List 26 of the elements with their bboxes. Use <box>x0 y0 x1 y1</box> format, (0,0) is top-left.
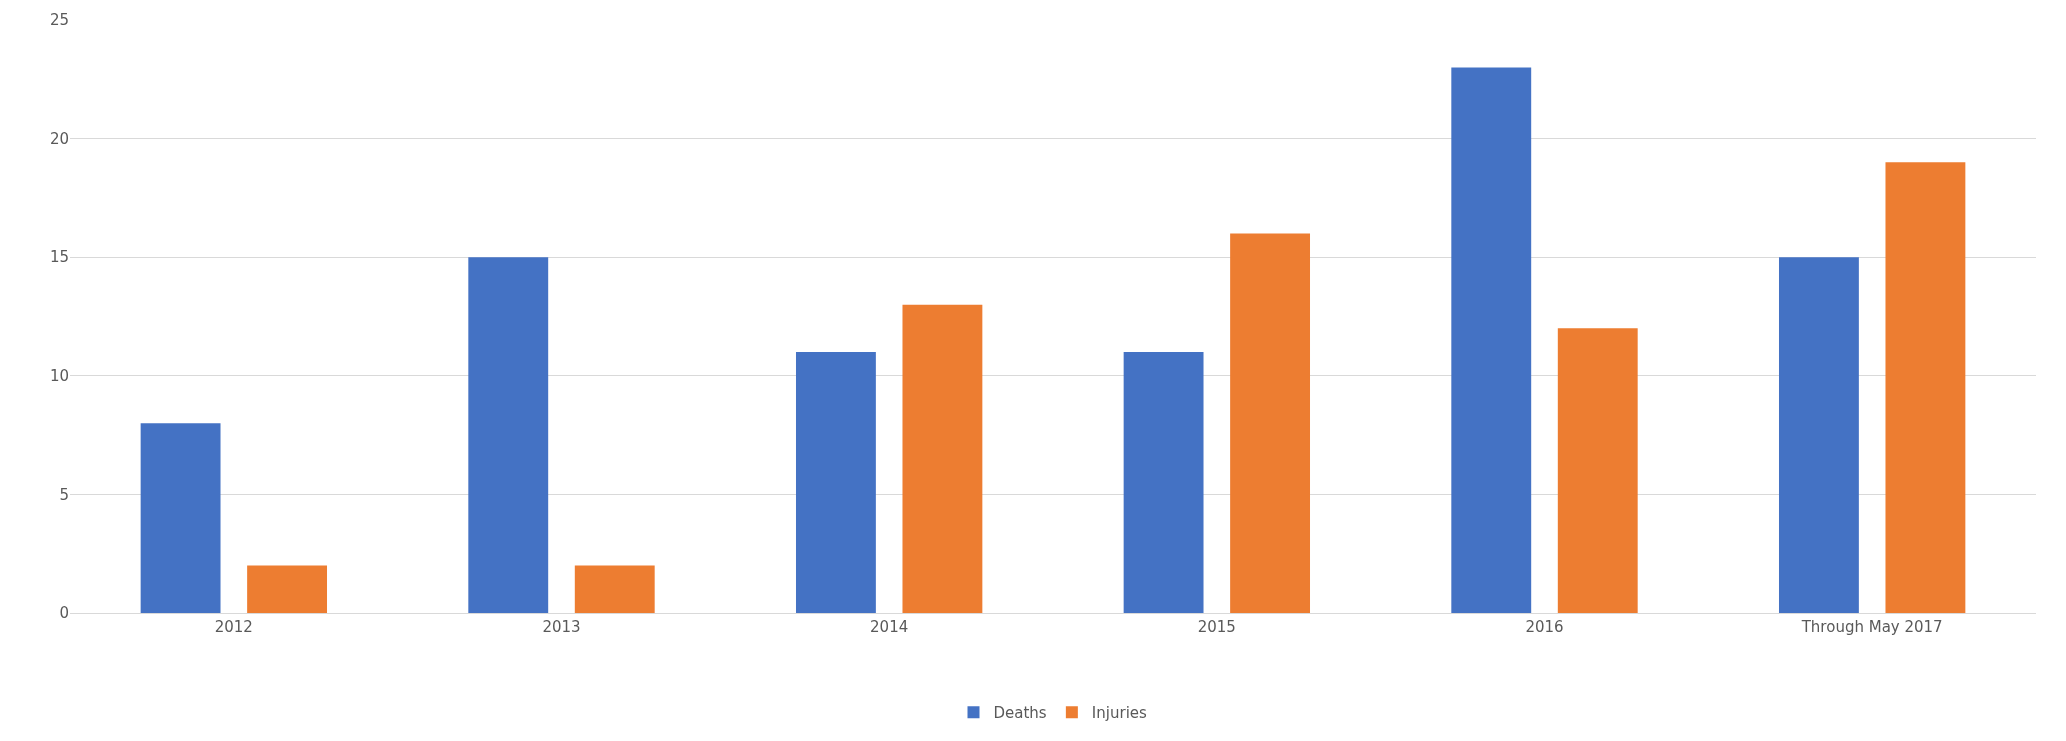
bar <box>1778 257 1859 613</box>
bar <box>795 352 876 613</box>
y-tick-label: 25 <box>49 11 69 30</box>
legend-label: Injuries <box>1091 704 1148 723</box>
y-tick-label: 5 <box>59 485 69 504</box>
bar <box>1885 162 1966 613</box>
bar <box>1557 328 1638 613</box>
y-tick-label: 20 <box>49 129 69 148</box>
x-tick-label: 2016 <box>1525 618 1564 636</box>
x-tick-label: 2013 <box>542 618 581 636</box>
bar <box>468 257 549 613</box>
x-tick-label: 2014 <box>870 618 909 636</box>
legend-label: Deaths <box>993 704 1047 723</box>
bar <box>1451 67 1532 613</box>
bar <box>140 423 221 613</box>
x-tick-label: 2015 <box>1197 618 1236 636</box>
bar <box>902 304 983 613</box>
bar <box>247 565 328 613</box>
bar <box>574 565 655 613</box>
bar <box>1230 233 1311 613</box>
x-tick-label: Through May 2017 <box>1800 618 1943 636</box>
y-tick-label: 15 <box>49 248 69 267</box>
x-tick-label: 2012 <box>214 618 253 636</box>
bar <box>1123 352 1204 613</box>
y-tick-label: 10 <box>49 367 69 386</box>
y-tick-label: 0 <box>59 604 69 623</box>
